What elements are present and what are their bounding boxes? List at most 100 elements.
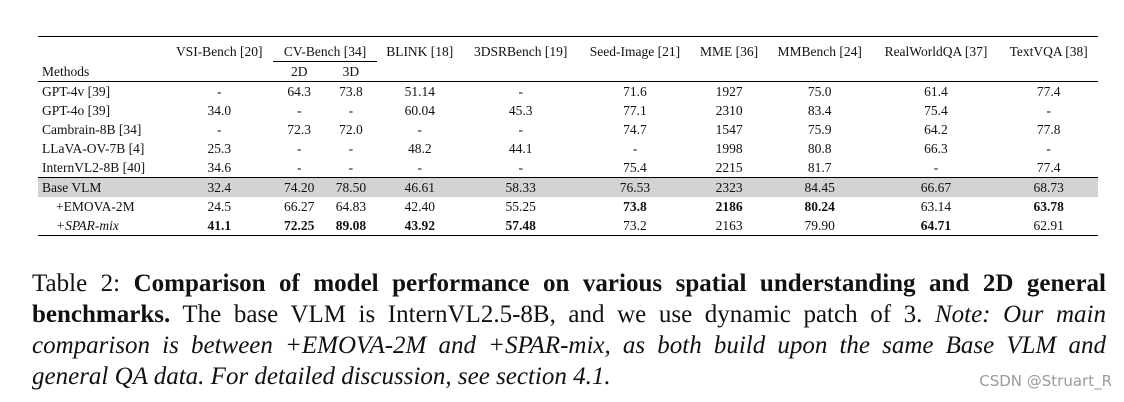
col-header-mme: MME [36] <box>691 36 767 62</box>
col-header-vsi: VSI-Bench [20] <box>165 36 274 62</box>
cell: 51.14 <box>404 84 435 99</box>
cell: - <box>348 103 354 118</box>
col-header-seed-image: Seed-Image [21] <box>578 36 692 62</box>
cell: 73.2 <box>623 218 647 233</box>
cell: - <box>518 122 523 137</box>
results-table-container: VSI-Bench [20] CV-Bench [34] BLINK [18] … <box>38 36 1098 236</box>
table-row-spar: +SPAR-mix 41.1 72.25 89.08 43.92 57.48 7… <box>38 216 1098 236</box>
cell: 77.1 <box>623 103 647 118</box>
header-spacer <box>377 62 463 82</box>
cell: - <box>632 141 638 156</box>
watermark: CSDN @Struart_R <box>979 372 1112 390</box>
cell: 44.1 <box>508 141 533 156</box>
cell: 34.0 <box>207 103 232 118</box>
cell: 84.45 <box>766 177 873 197</box>
cell: 34.6 <box>207 160 232 175</box>
cell: 68.73 <box>999 177 1098 197</box>
cell: - <box>217 84 222 99</box>
header-spacer <box>579 62 692 82</box>
cell: 2323 <box>691 177 767 197</box>
cell: 2215 <box>715 160 743 175</box>
cell: - <box>518 160 523 175</box>
cell: 1547 <box>715 122 743 137</box>
cell-bold: 73.8 <box>623 199 647 214</box>
table-row: Cambrain-8B [34] - 72.3 72.0 - - 74.7 15… <box>38 120 1098 139</box>
cell: 76.53 <box>578 177 692 197</box>
cell: 1927 <box>715 84 743 99</box>
cell: 2310 <box>715 103 743 118</box>
cell: 77.8 <box>1036 122 1061 137</box>
col-header-methods: Methods <box>42 63 90 79</box>
table-row: LLaVA-OV-7B [4] 25.3 - - 48.2 44.1 - 199… <box>38 139 1098 158</box>
cell: 66.27 <box>284 199 315 214</box>
cell: 66.67 <box>872 177 1000 197</box>
cell: 1998 <box>715 141 743 156</box>
cell: - <box>1046 141 1051 156</box>
cell: - <box>417 122 423 137</box>
cell: 79.90 <box>804 218 835 233</box>
method-name: GPT-4v [39] <box>42 84 111 99</box>
table-row: InternVL2-8B [40] 34.6 - - - - 75.4 2215… <box>38 158 1098 178</box>
header-spacer <box>463 62 579 82</box>
cell-bold: 72.25 <box>284 218 315 233</box>
cell: - <box>518 84 523 99</box>
cell: 75.4 <box>623 160 647 175</box>
cell: 64.3 <box>287 84 312 99</box>
header-row-2: Methods 2D 3D <box>38 62 1098 82</box>
cell: - <box>933 160 939 175</box>
cell: - <box>417 160 423 175</box>
table-row: GPT-4v [39] - 64.3 73.8 51.14 - 71.6 192… <box>38 81 1098 102</box>
header-spacer <box>38 36 166 62</box>
method-name: InternVL2-8B [40] <box>42 160 146 175</box>
cell: 72.0 <box>339 122 363 137</box>
method-name: Base VLM <box>38 177 166 197</box>
table-row: GPT-4o [39] 34.0 - - 60.04 45.3 77.1 231… <box>38 101 1098 120</box>
cell: 83.4 <box>807 103 832 118</box>
cell: 62.91 <box>1033 218 1064 233</box>
cell: 58.33 <box>462 177 579 197</box>
header-spacer <box>999 62 1098 82</box>
cell: - <box>296 160 302 175</box>
cell: 71.6 <box>623 84 647 99</box>
cell: 61.4 <box>924 84 948 99</box>
cell: 32.4 <box>165 177 274 197</box>
cell: 25.3 <box>207 141 232 156</box>
cell: - <box>217 122 222 137</box>
cell: 80.8 <box>807 141 832 156</box>
col-header-mmbench: MMBench [24] <box>766 36 873 62</box>
cell: 60.04 <box>404 103 435 118</box>
cell-bold: 43.92 <box>404 218 435 233</box>
cell: 66.3 <box>924 141 948 156</box>
table-row-base-vlm: Base VLM 32.4 74.20 78.50 46.61 58.33 76… <box>38 177 1098 197</box>
cell: 42.40 <box>404 199 435 214</box>
col-header-textvqa: TextVQA [38] <box>999 36 1098 62</box>
cell-bold: 57.48 <box>505 218 536 233</box>
cell: 72.3 <box>287 122 312 137</box>
method-name: Cambrain-8B [34] <box>42 122 142 137</box>
cell: 64.2 <box>924 122 948 137</box>
col-header-blink: BLINK [18] <box>376 36 463 62</box>
method-name: +EMOVA-2M <box>56 199 135 214</box>
cell: 63.14 <box>920 199 952 214</box>
col-header-realworldqa: RealWorldQA [37] <box>872 36 1000 62</box>
cell: 81.7 <box>807 160 832 175</box>
cell: 74.20 <box>273 177 326 197</box>
cell: - <box>296 103 302 118</box>
header-spacer <box>767 62 873 82</box>
method-name: +SPAR-mix <box>56 218 119 233</box>
header-spacer <box>165 62 273 82</box>
col-header-cvbench: CV-Bench [34] <box>273 36 377 62</box>
cell: 45.3 <box>508 103 533 118</box>
cell: 75.4 <box>924 103 948 118</box>
caption-bold: Comparison of model performance on vario… <box>32 270 1107 328</box>
cell-bold: 63.78 <box>1033 199 1064 214</box>
method-name: LLaVA-OV-7B [4] <box>42 141 145 156</box>
cell: - <box>348 160 354 175</box>
cell: 73.8 <box>339 84 363 99</box>
header-row-1: VSI-Bench [20] CV-Bench [34] BLINK [18] … <box>38 36 1098 62</box>
table-caption: Table 2: Comparison of model performance… <box>32 268 1106 392</box>
cell: 2163 <box>715 218 743 233</box>
cell-bold: 64.71 <box>920 218 952 233</box>
col-header-cv-3d: 3D <box>342 64 360 79</box>
cell-bold: 2186 <box>715 199 743 214</box>
